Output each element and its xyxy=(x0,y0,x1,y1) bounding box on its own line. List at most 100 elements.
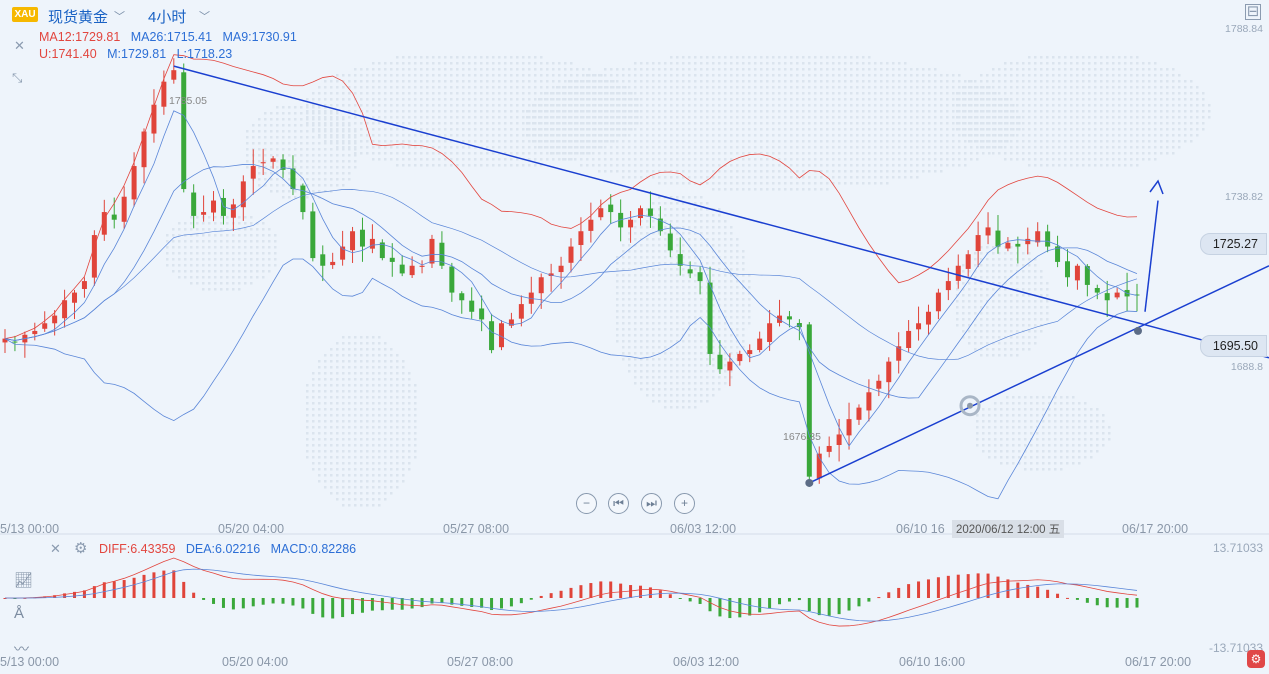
map-dot xyxy=(348,336,351,339)
map-dot xyxy=(646,68,649,71)
map-dot xyxy=(564,140,567,143)
map-dot xyxy=(598,74,601,77)
map-dot xyxy=(688,346,691,349)
map-dot xyxy=(664,146,667,149)
map-dot xyxy=(576,68,579,71)
map-dot xyxy=(922,68,925,71)
map-dot xyxy=(252,142,255,145)
map-dot xyxy=(360,342,363,345)
map-dot xyxy=(390,80,393,83)
map-dot xyxy=(438,152,441,155)
map-dot xyxy=(1052,86,1055,89)
map-dot xyxy=(1084,408,1087,411)
map-dot xyxy=(676,268,679,271)
map-dot xyxy=(724,298,727,301)
map-dot xyxy=(616,86,619,89)
map-dot xyxy=(706,92,709,95)
map-dot xyxy=(808,122,811,125)
map-dot xyxy=(384,140,387,143)
map-dot xyxy=(754,158,757,161)
map-dot xyxy=(576,74,579,77)
map-dot xyxy=(682,80,685,83)
map-dot xyxy=(360,432,363,435)
map-dot xyxy=(408,164,411,167)
map-dot xyxy=(736,346,739,349)
map-dot xyxy=(886,122,889,125)
map-dot xyxy=(178,246,181,249)
map-dot xyxy=(1078,408,1081,411)
map-dot xyxy=(546,92,549,95)
map-dot xyxy=(730,256,733,259)
map-dot xyxy=(1172,104,1175,107)
map-dot xyxy=(736,298,739,301)
map-dot xyxy=(772,68,775,71)
map-dot xyxy=(640,256,643,259)
map-dot xyxy=(1016,294,1019,297)
map-dot xyxy=(962,336,965,339)
map-dot xyxy=(956,306,959,309)
map-dot xyxy=(390,104,393,107)
map-dot xyxy=(736,274,739,277)
map-dot xyxy=(922,122,925,125)
map-dot xyxy=(184,228,187,231)
map-dot xyxy=(360,134,363,137)
map-dot xyxy=(414,414,417,417)
map-dot xyxy=(712,188,715,191)
map-dot xyxy=(952,80,955,83)
map-dot xyxy=(366,104,369,107)
map-dot xyxy=(378,372,381,375)
map-dot xyxy=(766,104,769,107)
map-dot xyxy=(366,86,369,89)
map-dot xyxy=(628,274,631,277)
map-dot xyxy=(544,110,547,113)
map-dot xyxy=(640,352,643,355)
map-dot xyxy=(604,170,607,173)
map-dot xyxy=(598,164,601,167)
map-dot xyxy=(1112,152,1115,155)
map-dot xyxy=(538,116,541,119)
map-dot xyxy=(886,146,889,149)
map-dot xyxy=(1040,306,1043,309)
map-dot xyxy=(426,92,429,95)
map-dot xyxy=(372,366,375,369)
map-dot xyxy=(1082,116,1085,119)
map-dot xyxy=(802,80,805,83)
map-dot xyxy=(1142,86,1145,89)
map-dot xyxy=(892,110,895,113)
map-dot xyxy=(922,164,925,167)
map-dot xyxy=(1040,74,1043,77)
map-dot xyxy=(1100,62,1103,65)
map-dot xyxy=(998,348,1001,351)
map-dot xyxy=(318,124,321,127)
map-dot xyxy=(820,128,823,131)
map-dot xyxy=(1022,270,1025,273)
map-dot xyxy=(178,228,181,231)
map-dot xyxy=(700,62,703,65)
map-dot xyxy=(992,276,995,279)
map-dot xyxy=(1196,110,1199,113)
map-dot xyxy=(1046,92,1049,95)
map-dot xyxy=(568,128,571,131)
map-dot xyxy=(934,134,937,137)
map-dot xyxy=(468,110,471,113)
map-dot xyxy=(670,92,673,95)
map-dot xyxy=(324,474,327,477)
map-dot xyxy=(558,146,561,149)
map-dot xyxy=(700,370,703,373)
map-dot xyxy=(988,146,991,149)
map-dot xyxy=(700,110,703,113)
map-dot xyxy=(456,146,459,149)
map-dot xyxy=(676,202,679,205)
map-dot xyxy=(1196,128,1199,131)
map-dot xyxy=(594,110,597,113)
map-dot xyxy=(736,104,739,107)
map-dot xyxy=(616,262,619,265)
map-dot xyxy=(384,426,387,429)
map-dot xyxy=(706,68,709,71)
map-dot xyxy=(694,104,697,107)
map-dot xyxy=(264,124,267,127)
map-dot xyxy=(652,68,655,71)
map-dot xyxy=(670,256,673,259)
map-dot xyxy=(318,384,321,387)
